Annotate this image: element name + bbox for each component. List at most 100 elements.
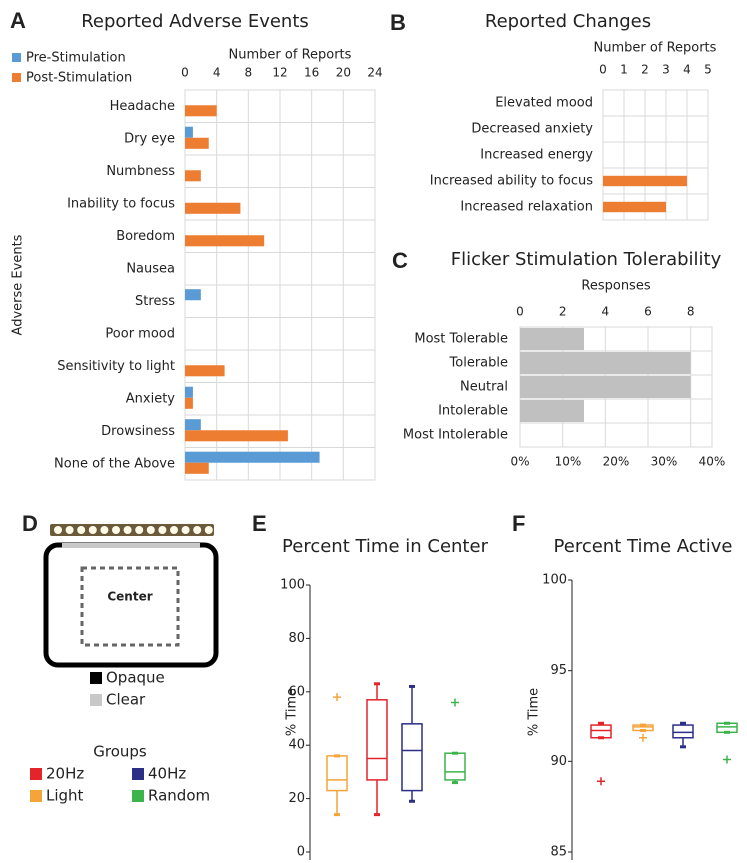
x-tick-label: 4 — [602, 305, 610, 319]
outlier — [451, 698, 459, 706]
x-tick-label: 5 — [704, 63, 712, 77]
y-tick-label: 100 — [280, 578, 305, 593]
bar — [185, 398, 193, 409]
category-label: Numbness — [106, 164, 175, 179]
led — [205, 526, 213, 534]
category-label: None of the Above — [54, 456, 175, 471]
x-tick-label: 3 — [662, 63, 670, 77]
y-tick-label: 60 — [288, 684, 305, 699]
led — [135, 526, 143, 534]
x-tick-label: 6 — [644, 305, 652, 319]
x-tick-label: 4 — [213, 66, 221, 80]
x2-tick-label: 40% — [699, 455, 726, 469]
x2-tick-label: 30% — [651, 455, 678, 469]
category-label: Neutral — [460, 380, 508, 395]
y-tick-label: 80 — [288, 631, 305, 646]
y-tick-label: 0 — [297, 845, 305, 860]
x-tick-label: 8 — [245, 66, 253, 80]
y-tick-label: 20 — [288, 791, 305, 806]
bar — [520, 376, 691, 398]
legend-swatch — [12, 73, 21, 82]
x-tick-label: 2 — [559, 305, 567, 319]
x-tick-label: 1 — [620, 63, 628, 77]
bar — [185, 127, 193, 138]
category-label: Nausea — [126, 261, 175, 276]
y-tick-label: 40 — [288, 738, 305, 753]
category-label: Dry eye — [124, 131, 175, 146]
chart-title: Percent Time Active — [554, 536, 733, 557]
box — [402, 724, 422, 791]
box — [327, 756, 347, 791]
x-tick-label: 24 — [367, 66, 382, 80]
legend-swatch — [132, 790, 144, 802]
bar — [185, 203, 240, 214]
x-tick-label: 20 — [336, 66, 351, 80]
x-tick-label: 0 — [516, 305, 524, 319]
category-label: Boredom — [116, 229, 175, 244]
x-tick-label: 8 — [687, 305, 695, 319]
category-label: Increased energy — [480, 148, 593, 163]
outlier — [639, 734, 647, 742]
legend-swatch — [30, 790, 42, 802]
legend-swatch — [12, 53, 21, 62]
outlier — [333, 693, 341, 701]
led — [77, 526, 85, 534]
bar — [185, 452, 320, 463]
figure: D AReported Adverse EventsNumber of Repo… — [0, 0, 747, 863]
category-label: Drowsiness — [101, 424, 175, 439]
x-tick-label: 2 — [641, 63, 649, 77]
led — [66, 526, 74, 534]
bar — [520, 400, 584, 422]
led — [182, 526, 190, 534]
legend-label: Post-Stimulation — [26, 71, 132, 86]
bar — [603, 202, 666, 212]
led — [158, 526, 166, 534]
panel-letter: C — [392, 248, 408, 273]
x-tick-label: 0 — [599, 63, 607, 77]
x2-tick-label: 10% — [555, 455, 582, 469]
led — [112, 526, 120, 534]
bar — [520, 328, 584, 350]
center-label: Center — [107, 590, 152, 604]
x-axis-label: Number of Reports — [229, 48, 352, 63]
x-tick-label: 4 — [683, 63, 691, 77]
legend-label: 40Hz — [148, 765, 186, 783]
bar — [185, 170, 201, 181]
led — [54, 526, 62, 534]
legend-label: Opaque — [106, 669, 165, 687]
bar — [603, 176, 687, 186]
x-tick-label: 16 — [304, 66, 319, 80]
legend-label: 20Hz — [46, 765, 84, 783]
bar — [185, 235, 264, 246]
chart-title: Percent Time in Center — [282, 536, 489, 557]
led — [124, 526, 132, 534]
category-label: Elevated mood — [495, 96, 593, 111]
y-axis-label: % Time — [527, 688, 542, 736]
x2-tick-label: 0% — [510, 455, 529, 469]
bar — [520, 352, 691, 374]
center-zone — [82, 568, 178, 645]
outlier — [597, 777, 605, 785]
category-label: Increased ability to focus — [430, 174, 593, 189]
box — [445, 753, 465, 780]
category-label: Inability to focus — [67, 196, 175, 211]
box — [591, 725, 611, 738]
led — [100, 526, 108, 534]
bar — [185, 463, 209, 474]
category-label: Poor mood — [105, 326, 175, 341]
bar — [185, 138, 209, 149]
panel-letter: E — [252, 511, 267, 536]
legend-swatch — [30, 768, 42, 780]
legend-label: Light — [46, 787, 84, 805]
led — [89, 526, 97, 534]
y-tick-label: 90 — [550, 754, 567, 769]
led — [193, 526, 201, 534]
category-label: Intolerable — [438, 404, 508, 419]
chart-title: Flicker Stimulation Tolerability — [451, 249, 722, 270]
legend-swatch — [90, 694, 102, 706]
category-label: Anxiety — [126, 391, 176, 406]
box — [367, 700, 387, 780]
legend-label: Pre-Stimulation — [26, 51, 126, 66]
bar — [185, 289, 201, 300]
legend-swatch — [132, 768, 144, 780]
